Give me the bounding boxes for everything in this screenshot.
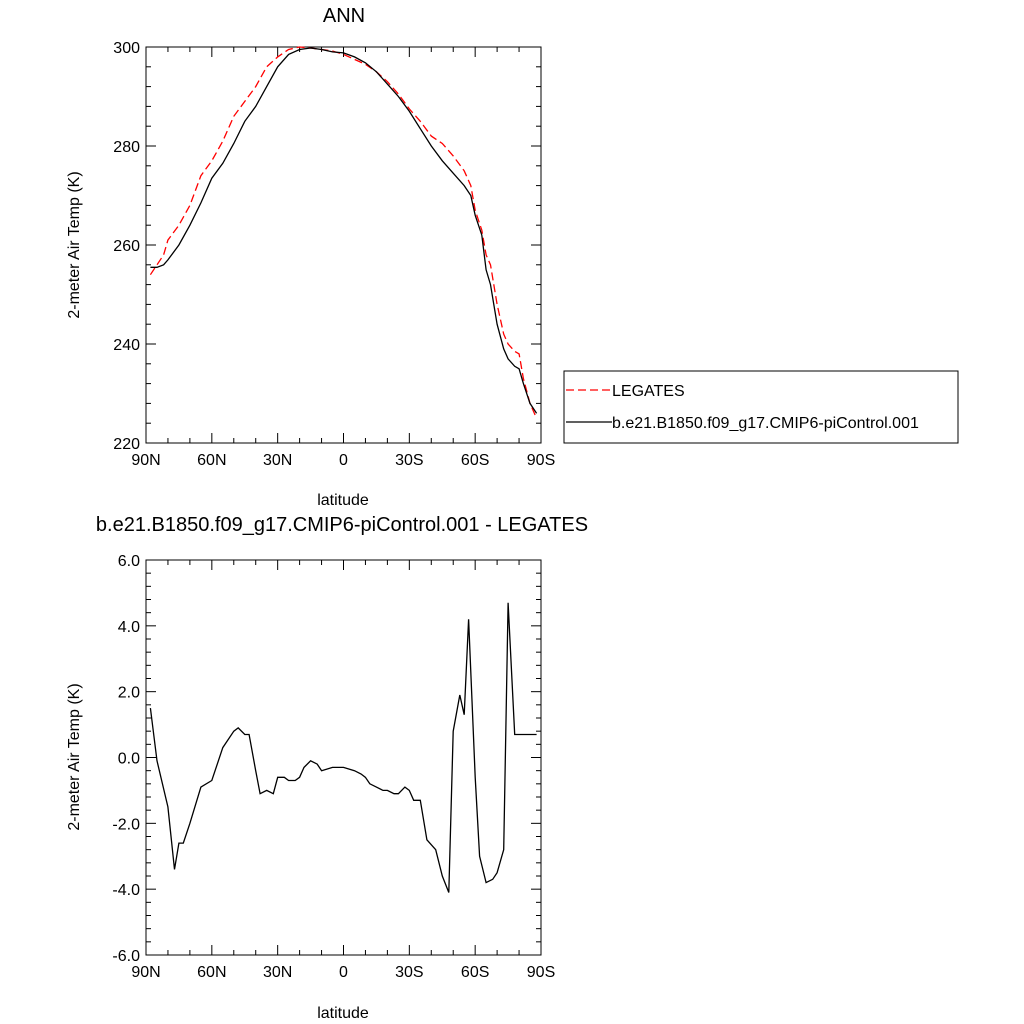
bottom-y-tick-label: 4.0 <box>118 619 140 636</box>
top-y-tick-label: 280 <box>113 139 140 156</box>
top-chart-plot-frame <box>145 46 542 444</box>
top-y-tick-label: 300 <box>113 40 140 57</box>
top-x-tick-label: 30N <box>263 452 292 469</box>
bottom-x-tick-label: 0 <box>339 964 348 981</box>
top-chart-title: ANN <box>323 5 365 27</box>
top-x-tick-label: 30S <box>395 452 423 469</box>
bottom-chart-x-axis-label: latitude <box>317 1005 369 1022</box>
bottom-chart-title: b.e21.B1850.f09_g17.CMIP6-piControl.001 … <box>96 514 588 536</box>
legend-label-legates: LEGATES <box>612 383 685 400</box>
bottom-y-tick-label: 6.0 <box>118 553 140 570</box>
bottom-y-tick-label: -4.0 <box>112 882 140 899</box>
top-x-tick-label: 90S <box>527 452 555 469</box>
bottom-y-tick-label: -2.0 <box>112 816 140 833</box>
top-series-line-1 <box>150 47 538 414</box>
bottom-x-tick-label: 30S <box>395 964 423 981</box>
top-chart: ANN 90N 60N 30N 0 30S 60S 90S 220240260280300 … <box>66 5 959 509</box>
top-y-tick-label: 220 <box>113 436 140 453</box>
top-y-tick-label: 240 <box>113 337 140 354</box>
bottom-x-tick-label: 30N <box>263 964 292 981</box>
bottom-x-tick-label: 90N <box>131 964 160 981</box>
top-series-line-0 <box>149 46 538 419</box>
bottom-chart-x-ticks: 90N 60N 30N 0 30S 60S 90S <box>131 560 555 981</box>
bottom-chart-y-axis-label: 2-meter Air Temp (K) <box>66 683 83 830</box>
top-x-tick-label: 90N <box>131 452 160 469</box>
legend-box <box>563 370 959 444</box>
bottom-x-tick-label: 60S <box>461 964 489 981</box>
bottom-chart-series <box>149 602 537 893</box>
top-chart-legend: LEGATES b.e21.B1850.f09_g17.CMIP6-piCont… <box>563 370 959 444</box>
bottom-chart-plot-frame <box>145 559 542 956</box>
bottom-x-tick-label: 90S <box>527 964 555 981</box>
top-chart-series <box>149 46 538 419</box>
bottom-x-tick-label: 60N <box>197 964 226 981</box>
bottom-y-tick-label: 0.0 <box>118 751 140 768</box>
bottom-chart: b.e21.B1850.f09_g17.CMIP6-piControl.001 … <box>66 514 588 1022</box>
bottom-y-tick-label: 2.0 <box>118 685 140 702</box>
legend-label-model: b.e21.B1850.f09_g17.CMIP6-piControl.001 <box>612 415 919 432</box>
top-chart-y-axis-label: 2-meter Air Temp (K) <box>66 171 83 318</box>
top-x-tick-label: 60S <box>461 452 489 469</box>
bottom-y-tick-label: -6.0 <box>112 948 140 965</box>
top-chart-x-axis-label: latitude <box>317 492 369 509</box>
top-chart-x-ticks: 90N 60N 30N 0 30S 60S 90S <box>131 47 555 469</box>
bottom-series-line-0 <box>149 602 537 893</box>
top-y-tick-label: 260 <box>113 238 140 255</box>
top-chart-y-ticks: 220 240 260 280 300 <box>113 40 541 453</box>
top-x-tick-label: 60N <box>197 452 226 469</box>
bottom-chart-y-ticks: -6.0 -4.0 -2.0 0.0 2.0 4.0 6.0 <box>112 553 541 965</box>
top-x-tick-label: 0 <box>339 452 348 469</box>
